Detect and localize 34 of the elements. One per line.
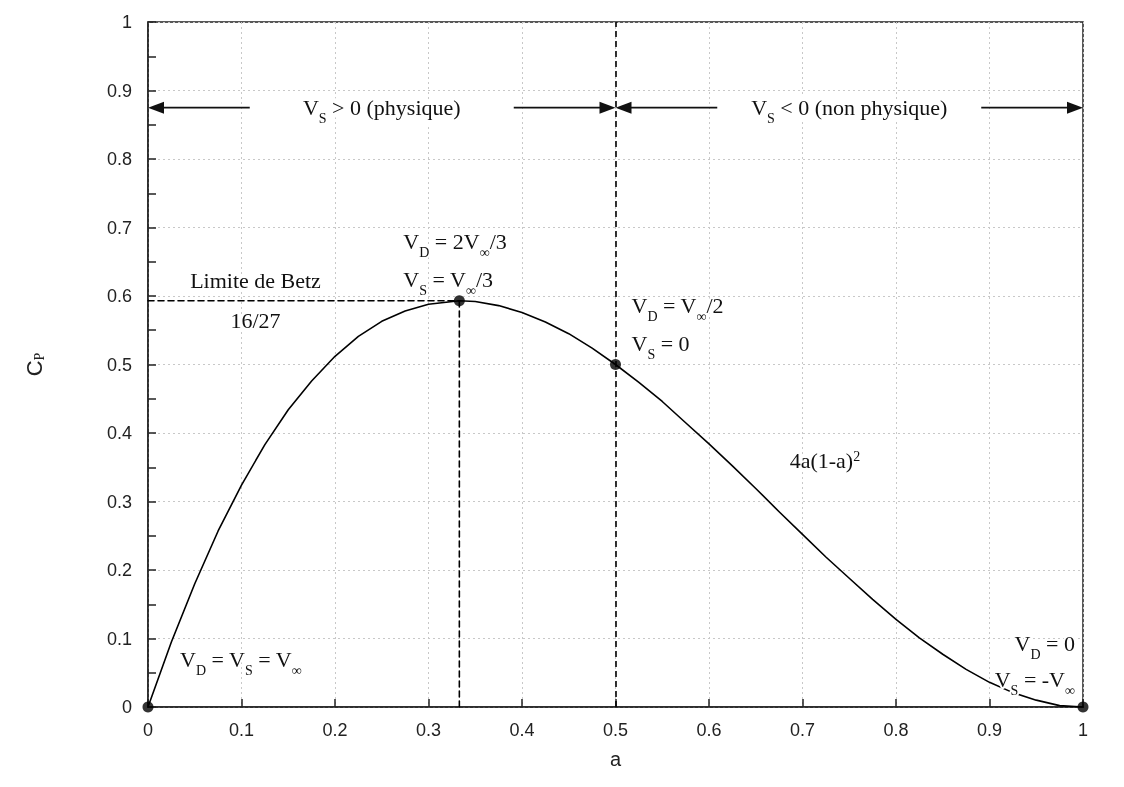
x-tick-label: 0.6 xyxy=(696,720,722,740)
annotation: V$_{D}$ = V$_{S}$ = V$_{∞}$ xyxy=(180,646,302,678)
x-tick-label: 1 xyxy=(1077,720,1089,740)
x-tick-label: 0.2 xyxy=(322,720,348,740)
annotation: V$_{D}$ = 2V$_{∞}$/3 xyxy=(403,228,507,260)
y-tick-label: 0.9 xyxy=(106,80,132,101)
x-tick-label: 0.1 xyxy=(228,720,255,740)
x-tick-label: 0.3 xyxy=(415,720,442,740)
x-tick-label: 0.5 xyxy=(602,720,629,740)
y-tick-label: 0.4 xyxy=(106,423,132,443)
annotation: V$_{D}$ = 0 xyxy=(1014,631,1075,662)
annotation: V$_{S}$ < 0 (non physique) xyxy=(751,95,948,126)
y-tick-label: 0.6 xyxy=(106,286,132,306)
y-axis-title: CP xyxy=(21,352,47,377)
y-tick-label: 0.3 xyxy=(106,491,132,512)
annotation: 4a(1-a)$^{2}$ xyxy=(789,448,861,474)
x-axis-title: a xyxy=(609,748,622,770)
y-tick-label: 0.5 xyxy=(106,354,132,375)
x-tick-label: 0.4 xyxy=(509,720,535,740)
annotation: V$_{D}$ = V$_{∞}$/2 xyxy=(631,292,724,323)
annotation: V$_{S}$ > 0 (physique) xyxy=(302,95,461,126)
y-tick-label: 0.8 xyxy=(106,149,132,169)
x-tick-label: 0.7 xyxy=(789,720,816,740)
y-tick-label: 0 xyxy=(121,697,132,717)
annotation: V$_{S}$ = V$_{∞}$/3 xyxy=(403,266,494,298)
y-tick-label: 0.7 xyxy=(106,217,132,238)
y-tick-label: 1 xyxy=(121,12,132,32)
x-tick-label: 0 xyxy=(142,720,154,740)
x-tick-label: 0.9 xyxy=(976,720,1003,740)
annotation: V$_{S}$ = 0 xyxy=(631,330,690,361)
y-tick-label: 0.2 xyxy=(106,560,132,580)
y-tick-label: 0.1 xyxy=(106,628,132,649)
annotation: Limite de Betz 16/27 xyxy=(190,268,322,334)
x-tick-label: 0.8 xyxy=(883,720,909,740)
